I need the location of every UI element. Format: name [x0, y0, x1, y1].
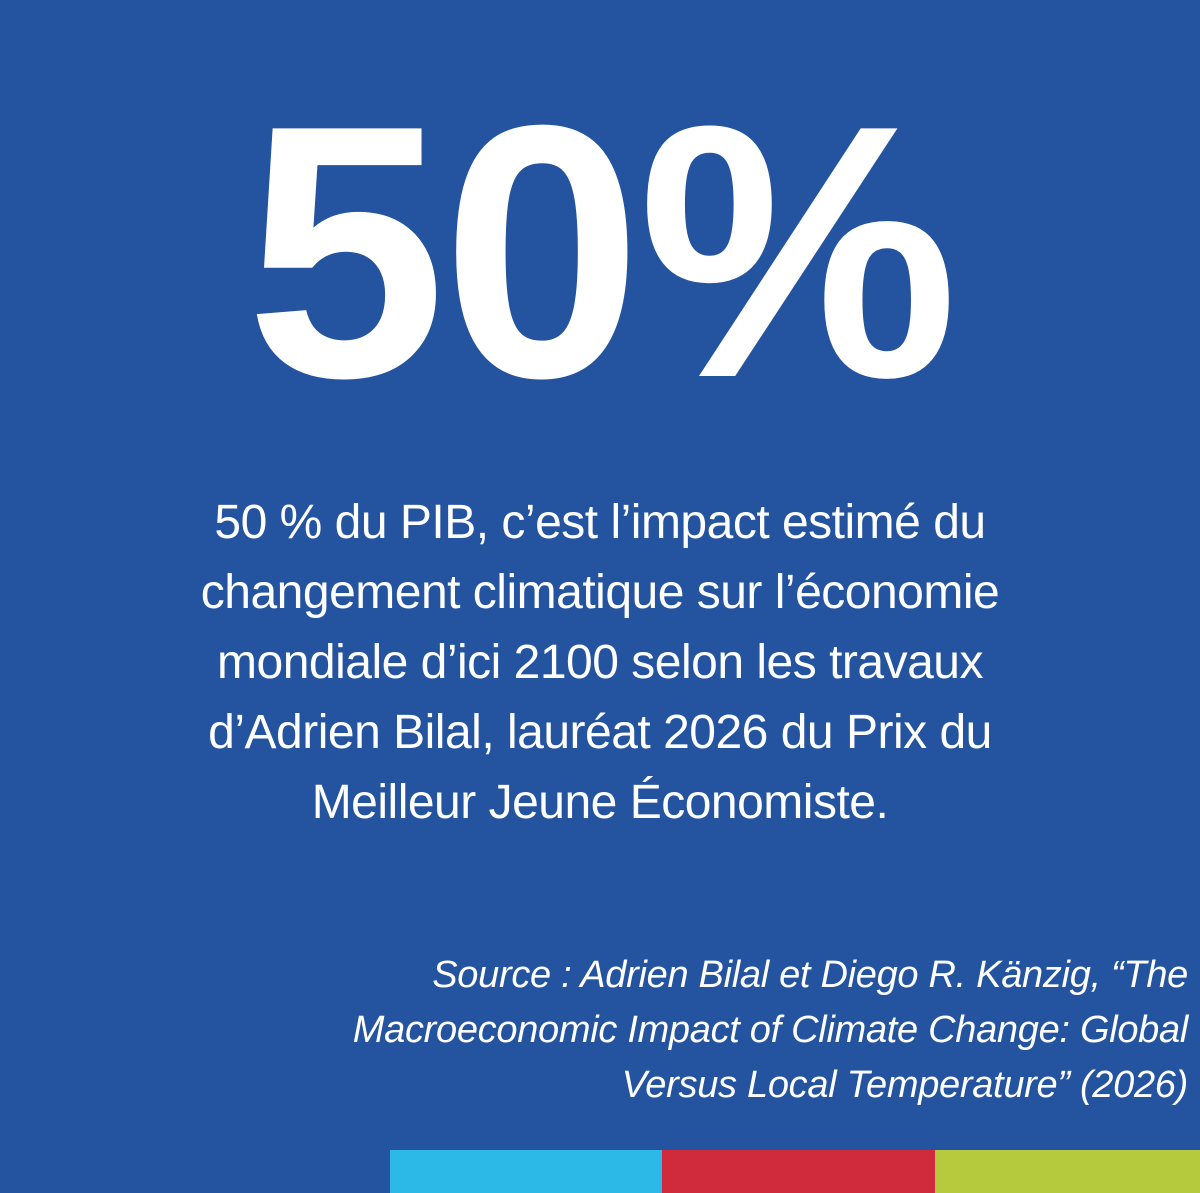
source-line: Macroeconomic Impact of Climate Change: …	[352, 1009, 1189, 1051]
body-text: 50 % du PIB, c’est l’impact estimé du cha…	[0, 488, 1200, 838]
accent-bar	[935, 1150, 1200, 1193]
source-line: Source : Adrien Bilal et Diego R. Känzig…	[432, 954, 1188, 996]
body-line: d’Adrien Bilal, lauréat 2026 du Prix du	[208, 706, 992, 759]
source-line: Versus Local Temperature” (2026)	[621, 1064, 1189, 1106]
accent-bar	[390, 1150, 662, 1193]
accent-bar	[662, 1150, 935, 1193]
source-text: Source : Adrien Bilal et Diego R. Känzig…	[352, 948, 1189, 1113]
body-line: 50 % du PIB, c’est l’impact estimé du	[214, 496, 986, 549]
body-line: mondiale d’ici 2100 selon les travaux	[217, 636, 983, 689]
body-line: Meilleur Jeune Économiste.	[311, 776, 889, 829]
headline: 50%	[245, 51, 959, 453]
body-line: changement climatique sur l’économie	[200, 566, 1000, 619]
